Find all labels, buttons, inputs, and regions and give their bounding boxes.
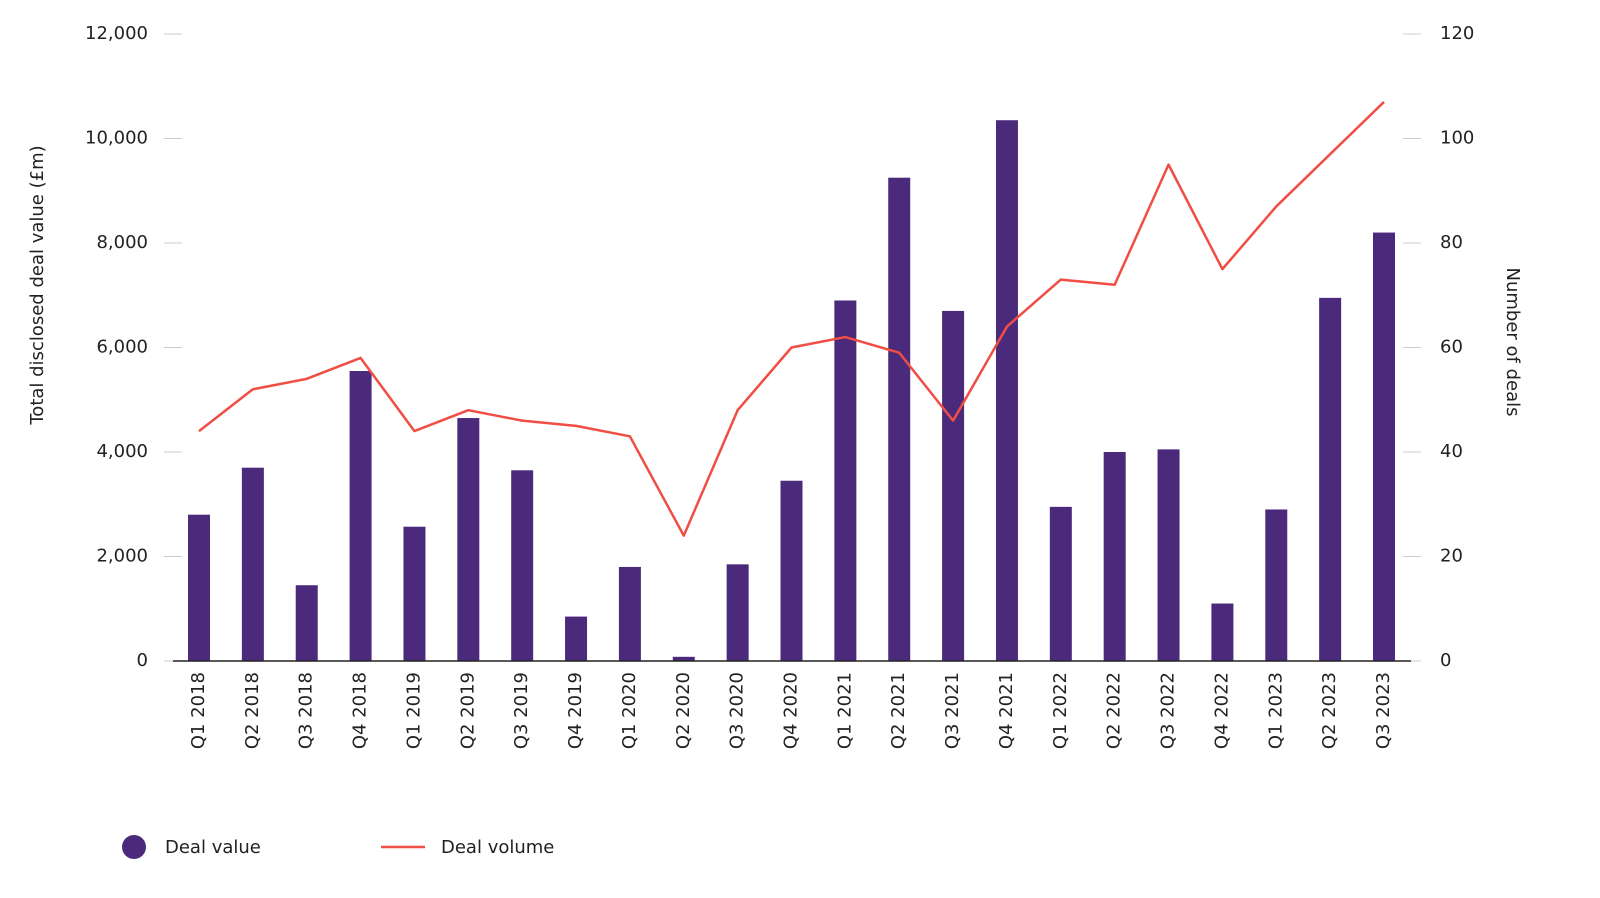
bar — [349, 371, 372, 661]
bar — [1157, 449, 1180, 661]
bar — [1265, 509, 1288, 661]
x-tick-label: Q2 2023 — [1319, 672, 1340, 749]
bar — [1211, 603, 1234, 661]
y2-tick-label: 60 — [1440, 337, 1463, 358]
bar — [1103, 452, 1126, 661]
y-tick-label: 12,000 — [85, 23, 148, 44]
y2-tick-label: 80 — [1440, 232, 1463, 253]
x-tick-label: Q3 2023 — [1373, 672, 1394, 749]
x-tick-label: Q4 2021 — [996, 672, 1017, 749]
bar — [672, 656, 695, 661]
bar — [1049, 506, 1072, 661]
bar — [188, 514, 210, 661]
y-tick-label: 0 — [137, 650, 148, 671]
x-tick-label: Q2 2021 — [888, 672, 909, 749]
y-tick-label: 10,000 — [85, 128, 148, 149]
bar — [511, 470, 534, 661]
x-tick-label: Q1 2018 — [188, 672, 209, 749]
x-tick-label: Q3 2021 — [942, 672, 963, 749]
bar — [403, 526, 426, 661]
bar — [1373, 232, 1395, 662]
x-tick-label: Q4 2022 — [1211, 672, 1232, 749]
x-tick-label: Q3 2019 — [511, 672, 532, 749]
bar — [618, 566, 641, 661]
bar — [834, 300, 857, 661]
y-tick-label: 8,000 — [96, 232, 148, 253]
x-tick-label: Q4 2020 — [781, 672, 802, 749]
y2-tick-label: 120 — [1440, 23, 1474, 44]
x-tick-label: Q1 2023 — [1265, 672, 1286, 749]
x-tick-label: Q2 2018 — [242, 672, 263, 749]
x-tick-label: Q2 2022 — [1104, 672, 1125, 749]
bar — [295, 585, 318, 661]
y2-tick-label: 20 — [1440, 546, 1463, 567]
y-axis-title: Total disclosed deal value (£m) — [27, 145, 48, 425]
bar — [942, 310, 965, 661]
bar — [457, 418, 480, 661]
bar — [995, 120, 1018, 661]
x-tick-label: Q2 2020 — [673, 672, 694, 749]
bar — [565, 616, 588, 661]
legend-label: Deal volume — [441, 837, 554, 858]
bar — [726, 564, 749, 661]
x-tick-label: Q2 2019 — [457, 672, 478, 749]
x-tick-label: Q3 2022 — [1158, 672, 1179, 749]
line — [198, 101, 1385, 537]
bar — [1319, 297, 1342, 661]
x-tick-label: Q1 2021 — [834, 672, 855, 749]
bar — [241, 467, 264, 661]
x-tick-label: Q4 2019 — [565, 672, 586, 749]
bar — [780, 480, 803, 661]
y-tick-label: 2,000 — [96, 546, 148, 567]
x-tick-label: Q3 2020 — [727, 672, 748, 749]
y2-tick-label: 40 — [1440, 441, 1463, 462]
x-tick-label: Q1 2019 — [403, 672, 424, 749]
y2-axis-title: Number of deals — [1502, 267, 1523, 416]
y2-tick-label: 0 — [1440, 650, 1451, 671]
x-tick-label: Q1 2020 — [619, 672, 640, 749]
bar — [888, 177, 911, 661]
legend-label: Deal value — [165, 837, 261, 858]
x-tick-label: Q4 2018 — [350, 672, 371, 749]
legend-marker — [122, 835, 146, 859]
x-tick-label: Q1 2022 — [1050, 672, 1071, 749]
x-tick-label: Q3 2018 — [296, 672, 317, 749]
y2-tick-label: 100 — [1440, 128, 1474, 149]
y-tick-label: 4,000 — [96, 441, 148, 462]
y-tick-label: 6,000 — [96, 337, 148, 358]
